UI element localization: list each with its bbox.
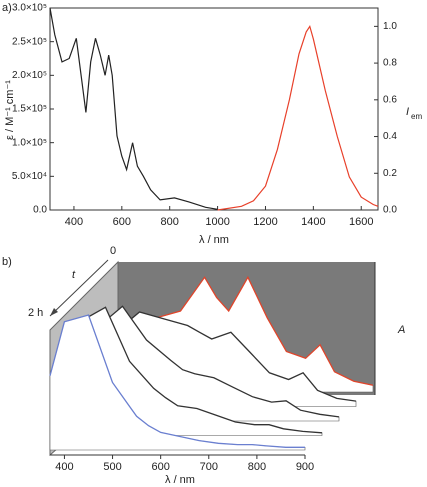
time-arrow — [49, 259, 109, 317]
x-tick-label: 900 — [296, 461, 314, 473]
y-tick-label: 1.5×10⁵ — [12, 104, 47, 115]
x-axis-label: λ / nm — [165, 474, 195, 486]
x-tick-label: 700 — [200, 461, 218, 473]
y2-axis-label-sub: em — [411, 112, 422, 121]
spectrum — [100, 311, 357, 402]
x-tick-label: 1600 — [349, 216, 373, 228]
y2-tick-label: 0.4 — [383, 131, 397, 142]
z-start-label: 0 — [110, 245, 116, 257]
spectrum — [66, 306, 323, 434]
x-tick-label: 600 — [113, 216, 131, 228]
x-tick-label: 1000 — [205, 216, 229, 228]
x-tick-label: 800 — [161, 216, 179, 228]
z-end-label: 2 h — [28, 307, 43, 319]
x-tick-label: 400 — [65, 216, 83, 228]
arrow-head — [50, 308, 58, 316]
y2-tick-label: 0.6 — [383, 94, 397, 105]
x-tick-label: 800 — [248, 461, 266, 473]
x-tick-label: 1400 — [301, 216, 325, 228]
panel-label: b) — [2, 256, 12, 268]
x-tick-label: 1200 — [253, 216, 277, 228]
z-axis-label: t — [72, 269, 76, 281]
data-line — [49, 7, 218, 210]
data-line — [217, 24, 379, 211]
spectrum — [83, 305, 340, 418]
y2-tick-label: 1.0 — [383, 21, 397, 32]
y-tick-label: 0.0 — [33, 205, 47, 216]
y-tick-label: 2.5×10⁵ — [12, 36, 47, 47]
x-tick-label: 600 — [151, 461, 169, 473]
y2-tick-label: 0.0 — [383, 205, 397, 216]
y2-tick-label: 0.8 — [383, 58, 397, 69]
y-axis-label: ε / M⁻¹ cm⁻¹ — [4, 80, 16, 140]
y-tick-label: 2.0×10⁵ — [12, 70, 47, 81]
y2-axis-label: I — [406, 106, 409, 118]
y-axis-label: A — [397, 324, 405, 336]
x-tick-label: 500 — [103, 461, 121, 473]
spectrum — [117, 275, 374, 386]
x-axis-label: λ / nm — [199, 234, 229, 246]
y-tick-label: 1.0×10⁵ — [12, 137, 47, 148]
panel-label: a) — [2, 2, 12, 14]
y-tick-label: 3.0×10⁵ — [12, 3, 47, 14]
y-tick-label: 5.0×10⁴ — [12, 171, 47, 182]
x-tick-label: 400 — [55, 461, 73, 473]
y2-tick-label: 0.2 — [383, 168, 397, 179]
spectrum — [49, 314, 305, 448]
plot-frame — [49, 7, 379, 211]
